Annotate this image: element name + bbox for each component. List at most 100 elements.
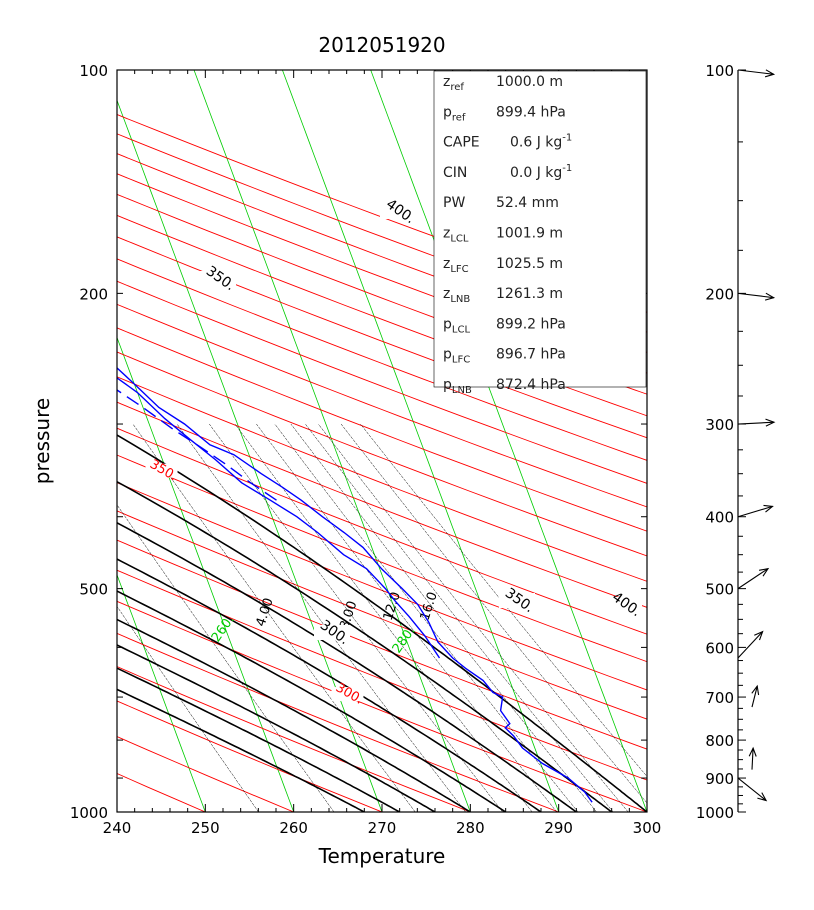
wind-axis-label: 1000 — [696, 804, 734, 822]
stats-value: 1261.3 m — [496, 286, 563, 302]
wind-axis-label: 700 — [705, 689, 734, 707]
isotherm-line — [117, 810, 118, 812]
wind-axis-label: 600 — [705, 639, 734, 657]
x-tick-label: 290 — [544, 819, 573, 837]
moist-adiabat-line — [117, 644, 436, 812]
stats-label: CIN — [443, 165, 467, 181]
dry-adiabat-line — [117, 401, 647, 608]
moist-adiabat-line — [117, 558, 542, 812]
wind-axis-label: 500 — [705, 581, 734, 599]
y-axis: 100 200 500 1000 — [70, 62, 647, 822]
stats-label: zLCL — [443, 226, 469, 245]
x-tick-label: 250 — [191, 819, 220, 837]
stats-label: zLFC — [443, 256, 469, 275]
mixing-ratio-line — [209, 423, 503, 812]
stats-label: CAPE — [443, 135, 480, 151]
wind-arrowhead — [751, 684, 760, 696]
moist-adiabat-label-bg — [314, 625, 350, 640]
dry-adiabat-line — [117, 280, 647, 484]
stats-label: pLCL — [443, 316, 470, 335]
moist-adiabat-label-bg — [499, 593, 535, 608]
sounding-profiles — [117, 366, 593, 803]
wind-arrowhead — [764, 292, 776, 301]
stats-label: PW — [443, 195, 465, 211]
dry-adiabat-line — [117, 173, 647, 374]
moist-adiabat-label-bg — [606, 597, 642, 612]
moist-adiabat-label: 350. — [203, 263, 238, 294]
moist-adiabat-label-bg — [200, 271, 236, 286]
wind-arrowhead — [763, 504, 774, 513]
wind-axis-label: 400 — [705, 509, 734, 527]
wind-axis-label: 200 — [705, 285, 734, 303]
dry-adiabat-line — [117, 327, 647, 532]
y-tick-label: 1000 — [70, 804, 108, 822]
mixing-ratio-line — [274, 423, 579, 812]
sounding-series-1 — [117, 376, 441, 659]
wind-arrowhead — [748, 746, 757, 757]
isotherm-line — [193, 70, 471, 812]
dry-adiabat-lines — [117, 114, 647, 812]
wind-arrow — [751, 748, 754, 770]
sounding-stats-box: zref 1000.0 m pref 899.4 hPa CAPE 0.6 J kg-1 C… — [433, 70, 647, 396]
wind-arrow — [751, 685, 758, 708]
moist-adiabat-line — [117, 434, 647, 812]
moist-adiabat-line — [117, 667, 401, 812]
isotherm-line — [0, 70, 29, 812]
wind-arrowhead — [765, 418, 776, 427]
dry-adiabat-line — [117, 569, 647, 781]
mixing-ratio-line — [318, 423, 629, 812]
stats-label: zLNB — [443, 286, 470, 305]
mixing-ratio-line — [256, 423, 557, 812]
dry-adiabat-line — [117, 153, 647, 353]
wind-arrowhead — [764, 69, 776, 78]
wind-axis-label: 100 — [705, 62, 734, 80]
dry-adiabat-line — [117, 482, 647, 691]
moist-adiabat-label: 350. — [502, 585, 537, 616]
stats-label: pLNB — [443, 377, 472, 396]
mixing-ratio-line — [290, 423, 597, 812]
x-tick-label: 300 — [633, 819, 662, 837]
wind-arrow — [737, 631, 763, 659]
wind-arrow — [737, 421, 774, 425]
stats-value: 1000.0 m — [496, 74, 563, 90]
wind-arrow — [737, 777, 767, 801]
dry-adiabat-label-bg — [331, 687, 364, 702]
moist-adiabat-label: 400. — [609, 589, 644, 620]
moist-adiabat-label-bg — [380, 204, 416, 219]
wind-profile-panel: 100 200 300 400 500 600 700 800 900 1000 — [696, 62, 776, 822]
x-tick-label: 240 — [103, 819, 132, 837]
dry-adiabat-line — [117, 351, 647, 557]
stats-label: pLFC — [443, 347, 470, 366]
stats-value: 0.0 J kg-1 — [510, 163, 572, 181]
mixing-ratio-line — [305, 423, 614, 812]
dry-adiabat-line — [117, 133, 647, 333]
dry-adiabat-line — [117, 114, 647, 313]
dry-adiabat-line — [117, 454, 647, 663]
moist-adiabat-label: 400. — [383, 196, 418, 227]
mixing-ratio-line — [132, 423, 416, 812]
dry-adiabat-line — [117, 510, 647, 720]
wind-axis-label: 300 — [705, 416, 734, 434]
stats-value: 0.6 J kg-1 — [510, 133, 572, 151]
stats-value: 899.2 hPa — [496, 316, 566, 332]
wind-arrowhead — [754, 630, 764, 641]
x-tick-label: 280 — [456, 819, 485, 837]
moist-adiabat-line — [117, 590, 507, 812]
isotherm-line — [282, 70, 560, 812]
dry-adiabat-line — [117, 214, 647, 417]
stats-value: 52.4 mm — [496, 195, 559, 211]
moist-adiabat-line — [117, 688, 365, 812]
isotherm-label: 260. — [209, 613, 238, 645]
x-axis: 240 250 260 270 280 290 300 — [103, 70, 662, 837]
stats-value: 1001.9 m — [496, 226, 563, 242]
dry-adiabat-line — [117, 666, 471, 812]
stats-value: 1025.5 m — [496, 256, 563, 272]
stats-label: zref — [443, 74, 464, 93]
wind-arrow — [737, 292, 774, 299]
mixing-ratio-lines — [117, 423, 647, 812]
x-axis-title: Temperature — [318, 844, 446, 868]
dry-adiabat-line — [117, 236, 647, 439]
isotherm-line — [117, 336, 295, 812]
dry-adiabat-line — [117, 303, 647, 508]
